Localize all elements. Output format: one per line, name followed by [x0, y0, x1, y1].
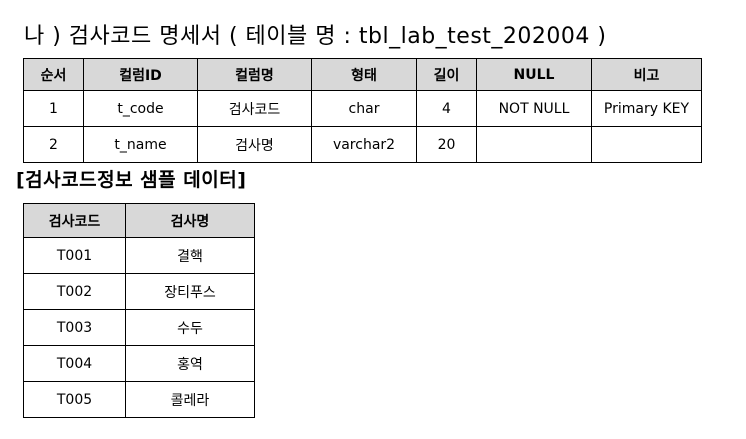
cell-test-name: 홍역: [125, 345, 255, 382]
cell-null: [476, 126, 592, 163]
header-test-name: 검사명: [125, 203, 255, 238]
cell-remarks: Primary KEY: [591, 90, 702, 127]
table-row: 1 t_code 검사코드 char 4 NOT NULL Primary KE…: [23, 90, 702, 127]
header-test-code: 검사코드: [23, 203, 126, 238]
table-row: T005 콜레라: [23, 381, 255, 418]
cell-type: char: [311, 90, 417, 127]
header-column-id: 컬럼ID: [83, 58, 198, 91]
spec-header-row: 순서 컬럼ID 컬럼명 형태 길이 NULL 비고: [23, 58, 702, 91]
spec-heading: 나 ) 검사코드 명세서 ( 테이블 명 : tbl_lab_test_2020…: [24, 24, 607, 49]
sample-header-row: 검사코드 검사명: [23, 203, 255, 238]
sample-table: 검사코드 검사명 T001 결핵 T002 장티푸스 T003 수두 T004 …: [23, 203, 255, 418]
table-row: T003 수두: [23, 309, 255, 346]
sample-heading: [검사코드정보 샘플 데이터]: [16, 169, 247, 191]
table-row: T004 홍역: [23, 345, 255, 382]
cell-test-name: 수두: [125, 309, 255, 346]
table-row: T001 결핵: [23, 237, 255, 274]
cell-test-name: 콜레라: [125, 381, 255, 418]
cell-column-name: 검사명: [197, 126, 312, 163]
header-order: 순서: [23, 58, 84, 91]
cell-test-code: T004: [23, 345, 126, 382]
header-null: NULL: [476, 58, 592, 91]
cell-length: 20: [416, 126, 477, 163]
header-length: 길이: [416, 58, 477, 91]
header-column-name: 컬럼명: [197, 58, 312, 91]
cell-column-name: 검사코드: [197, 90, 312, 127]
cell-test-code: T001: [23, 237, 126, 274]
cell-null: NOT NULL: [476, 90, 592, 127]
header-type: 형태: [311, 58, 417, 91]
cell-remarks: [591, 126, 702, 163]
header-remarks: 비고: [591, 58, 702, 91]
cell-test-name: 결핵: [125, 237, 255, 274]
cell-order: 1: [23, 90, 84, 127]
cell-length: 4: [416, 90, 477, 127]
table-row: T002 장티푸스: [23, 273, 255, 310]
cell-test-code: T002: [23, 273, 126, 310]
cell-order: 2: [23, 126, 84, 163]
cell-test-name: 장티푸스: [125, 273, 255, 310]
cell-column-id: t_code: [83, 90, 198, 127]
cell-column-id: t_name: [83, 126, 198, 163]
cell-type: varchar2: [311, 126, 417, 163]
cell-test-code: T005: [23, 381, 126, 418]
table-row: 2 t_name 검사명 varchar2 20: [23, 126, 702, 163]
spec-table: 순서 컬럼ID 컬럼명 형태 길이 NULL 비고 1 t_code 검사코드 …: [23, 58, 702, 163]
cell-test-code: T003: [23, 309, 126, 346]
